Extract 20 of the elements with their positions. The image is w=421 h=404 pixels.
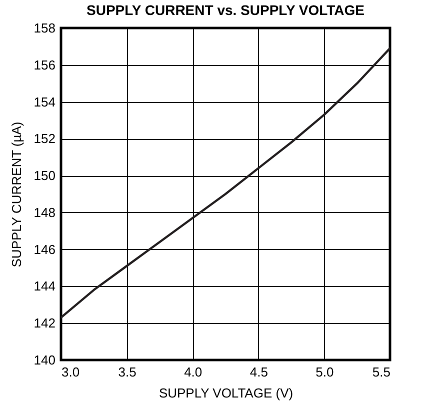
x-tick-label: 5.5	[372, 364, 390, 380]
chart-title: SUPPLY CURRENT vs. SUPPLY VOLTAGE	[86, 2, 365, 18]
x-tick-label: 3.0	[62, 364, 80, 380]
line-series	[61, 47, 390, 319]
y-tick-label: 152	[34, 131, 56, 146]
x-tick-label: 3.5	[118, 364, 136, 380]
y-tick-label: 142	[34, 316, 56, 331]
y-tick-label: 158	[34, 20, 56, 36]
y-tick-label: 154	[34, 94, 56, 110]
y-tick-label: 150	[34, 168, 56, 184]
x-tick-label: 5.0	[316, 364, 334, 380]
y-tick-label: 156	[34, 57, 56, 72]
x-tick-label: 4.0	[184, 364, 202, 380]
y-tick-label: 148	[34, 204, 56, 220]
y-tick-label: 146	[34, 242, 56, 257]
y-tick-label: 140	[34, 352, 56, 368]
y-axis-title: SUPPLY CURRENT (µA)	[8, 122, 24, 268]
x-axis-title: SUPPLY VOLTAGE (V)	[158, 386, 294, 400]
x-tick-label: 4.5	[250, 364, 268, 380]
y-tick-label: 144	[34, 278, 56, 294]
